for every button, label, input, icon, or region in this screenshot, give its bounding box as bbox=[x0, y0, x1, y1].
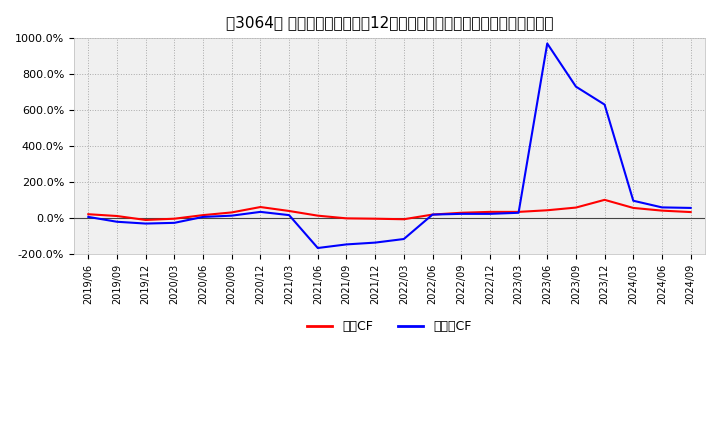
フリーCF bbox=[485, 211, 494, 216]
フリーCF bbox=[141, 221, 150, 226]
営業CF bbox=[112, 213, 121, 219]
営業CF bbox=[313, 213, 322, 218]
フリーCF bbox=[629, 198, 638, 203]
フリーCF bbox=[228, 213, 236, 218]
営業CF bbox=[400, 216, 408, 222]
営業CF bbox=[657, 208, 666, 213]
フリーCF bbox=[313, 246, 322, 251]
営業CF bbox=[141, 217, 150, 223]
営業CF bbox=[342, 216, 351, 221]
フリーCF bbox=[600, 102, 609, 107]
営業CF bbox=[285, 209, 294, 214]
営業CF bbox=[629, 205, 638, 211]
営業CF bbox=[485, 209, 494, 215]
営業CF bbox=[371, 216, 379, 221]
フリーCF bbox=[686, 205, 695, 211]
フリーCF bbox=[256, 209, 265, 215]
フリーCF bbox=[84, 214, 93, 220]
フリーCF bbox=[657, 205, 666, 210]
フリーCF bbox=[543, 41, 552, 46]
営業CF bbox=[457, 210, 466, 216]
フリーCF bbox=[112, 219, 121, 224]
Line: フリーCF: フリーCF bbox=[89, 44, 690, 248]
フリーCF bbox=[342, 242, 351, 247]
営業CF bbox=[572, 205, 580, 210]
フリーCF bbox=[457, 211, 466, 216]
フリーCF bbox=[199, 214, 207, 220]
フリーCF bbox=[371, 240, 379, 245]
Line: 営業CF: 営業CF bbox=[89, 200, 690, 220]
営業CF bbox=[514, 209, 523, 215]
営業CF bbox=[686, 209, 695, 215]
営業CF bbox=[170, 216, 179, 221]
営業CF bbox=[600, 197, 609, 202]
営業CF bbox=[199, 213, 207, 218]
フリーCF bbox=[400, 236, 408, 242]
Legend: 営業CF, フリーCF: 営業CF, フリーCF bbox=[302, 315, 477, 338]
フリーCF bbox=[285, 213, 294, 218]
フリーCF bbox=[428, 212, 437, 217]
フリーCF bbox=[572, 84, 580, 89]
営業CF bbox=[228, 210, 236, 215]
フリーCF bbox=[514, 210, 523, 216]
フリーCF bbox=[170, 220, 179, 225]
営業CF bbox=[84, 212, 93, 217]
営業CF bbox=[428, 212, 437, 217]
Title: ［3064］ キャッシュフローの12か月移動合計の対前年同期増減率の推移: ［3064］ キャッシュフローの12か月移動合計の対前年同期増減率の推移 bbox=[226, 15, 553, 30]
営業CF bbox=[543, 208, 552, 213]
営業CF bbox=[256, 205, 265, 210]
